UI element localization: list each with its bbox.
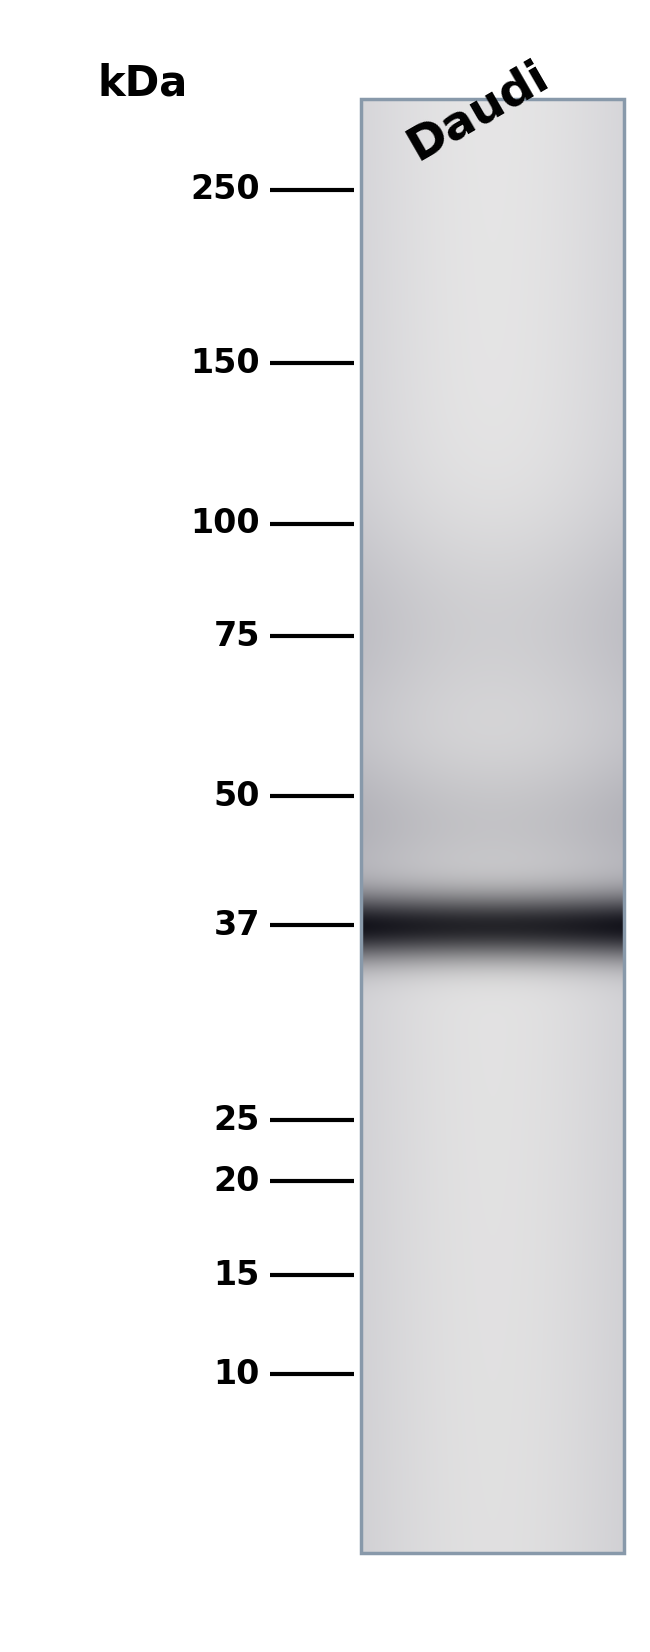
Text: 150: 150 (190, 347, 260, 380)
Text: 250: 250 (190, 173, 260, 206)
Text: kDa: kDa (98, 63, 188, 104)
Text: 15: 15 (214, 1259, 260, 1292)
Text: 75: 75 (213, 620, 260, 653)
Bar (361, 99, 624, 1553)
Text: 10: 10 (214, 1358, 260, 1391)
Text: Daudi: Daudi (399, 53, 556, 170)
Text: 37: 37 (213, 909, 260, 942)
Text: 50: 50 (213, 780, 260, 813)
Text: 20: 20 (214, 1165, 260, 1198)
Text: 100: 100 (190, 507, 260, 540)
Text: 25: 25 (214, 1104, 260, 1137)
